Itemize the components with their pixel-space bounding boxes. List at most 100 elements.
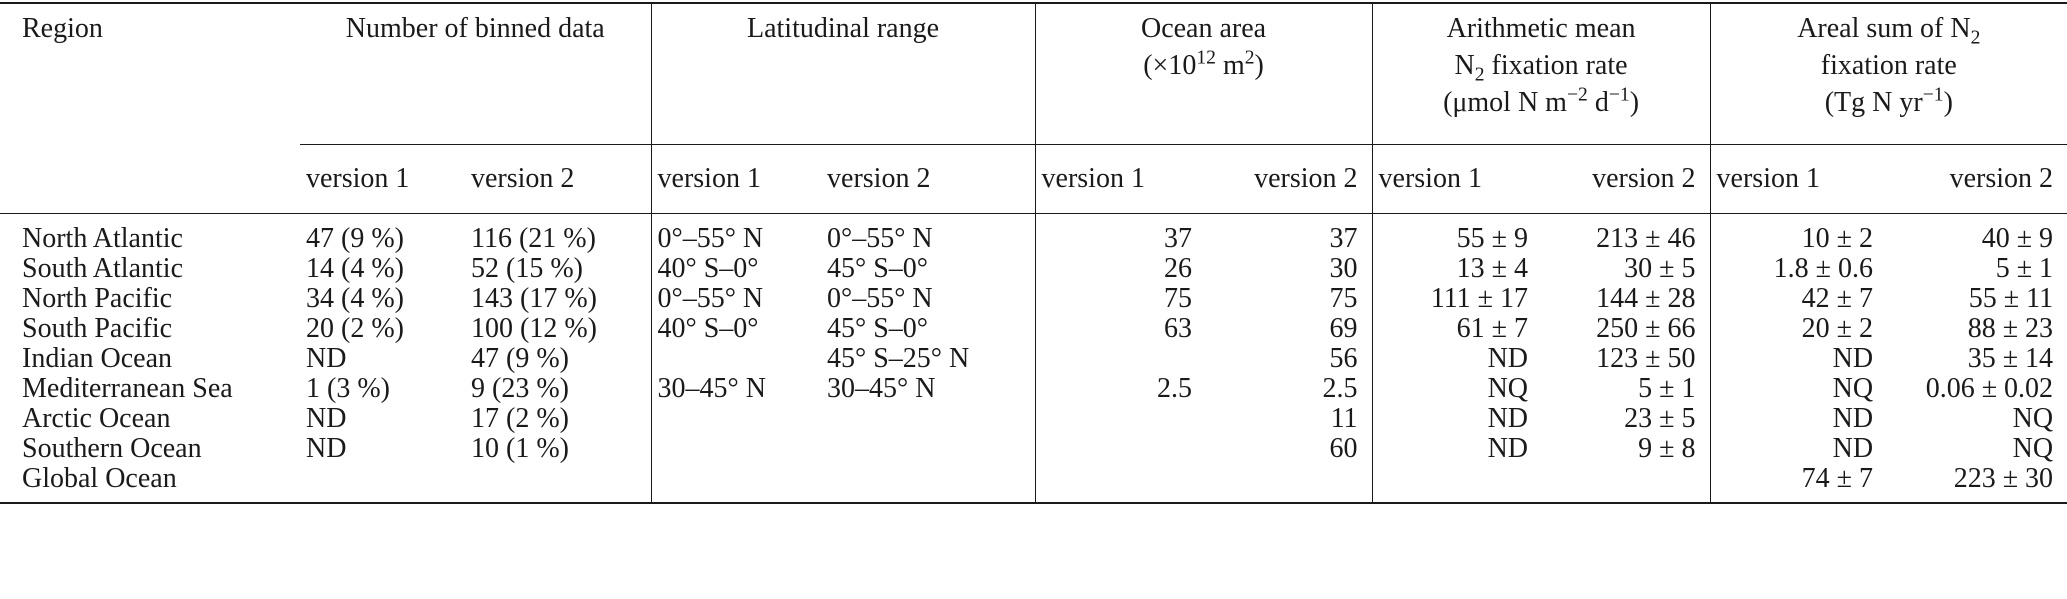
binned-v2-cell: 9 (23 %): [471, 372, 569, 404]
sum-v2-cell: 223 ± 30: [1887, 463, 2067, 504]
binned-v1-cell: 47 (9 %): [306, 222, 404, 254]
area-v1-cell: 2.5: [1034, 373, 1207, 404]
ocean-area-header-line1: Ocean area: [1140, 13, 1267, 44]
area-v2-cell: 56: [1329, 342, 1358, 374]
mean-header-line3: (μmol N m−2 d−1): [1443, 84, 1640, 118]
area-v1-cell: [1034, 403, 1207, 434]
binned-v1-cell: ND: [306, 342, 347, 374]
sum-v1-cell: NQ: [1709, 373, 1888, 404]
sum-header-line3: (Tg N yr−1): [1824, 84, 1953, 118]
area-v1-cell: [1034, 343, 1207, 374]
lat-v2-cell: 0°–55° N: [827, 222, 933, 254]
arithmetic-mean-header: Arithmetic mean N2 fixation rate (μmol N…: [1371, 2, 1711, 144]
mean-v2-cell: 30 ± 5: [1624, 252, 1696, 284]
table-row: South Atlantic 14 (4 %) 52 (15 %) 40° S–0° 4…: [0, 252, 2067, 284]
lat-v1-cell: 0°–55° N: [650, 213, 822, 254]
sum-v1-cell: 42 ± 7: [1709, 283, 1888, 314]
binned-v2-cell: 10 (1 %): [471, 432, 569, 464]
mean-v1-cell: 55 ± 9: [1371, 213, 1543, 254]
lat-v2-cell: 0°–55° N: [827, 282, 933, 314]
sum-header-line1: Areal sum of N2: [1797, 13, 1981, 49]
version-header-blank: [0, 144, 300, 213]
area-v2-cell: [1206, 463, 1373, 504]
sum-v2-cell: 0.06 ± 0.02: [1925, 372, 2054, 404]
sum-v1-cell: ND: [1709, 403, 1888, 434]
lat-v1-cell: 40° S–0°: [650, 253, 822, 284]
area-v1-cell: [1034, 463, 1207, 504]
area-v1-cell: [1034, 433, 1207, 464]
version-label: version 2: [821, 143, 1036, 213]
table-row: Mediterranean Sea 1 (3 %) 9 (23 %) 30–45° N…: [0, 372, 2067, 404]
lat-v2-cell: 45° S–0°: [827, 312, 928, 344]
binned-v1-cell: [300, 463, 465, 504]
binned-v2-cell: 17 (2 %): [471, 402, 569, 434]
region-cell: Global Ocean: [0, 463, 300, 504]
table-row: Arctic Ocean ND 17 (2 %) 11 ND 23 ± 5 ND NQ: [0, 402, 2067, 434]
mean-v2-cell: 5 ± 1: [1638, 372, 1696, 404]
area-v1-cell: 63: [1034, 313, 1207, 344]
binned-v1-cell: 34 (4 %): [306, 282, 404, 314]
version-label: version 1: [1709, 143, 1888, 213]
sum-v2-cell: 88 ± 23: [1967, 312, 2054, 344]
region-cell: South Atlantic: [22, 252, 183, 284]
version-label: version 1: [1371, 143, 1543, 213]
sum-v2-cell: 5 ± 1: [1995, 252, 2054, 284]
binned-v1-cell: 20 (2 %): [306, 312, 404, 344]
sum-v1-cell: 74 ± 7: [1709, 463, 1888, 504]
table-row: South Pacific 20 (2 %) 100 (12 %) 40° S–0° 4…: [0, 312, 2067, 344]
ocean-area-header: Ocean area (×1012 m2): [1034, 2, 1373, 144]
lat-v1-cell: [650, 463, 822, 504]
lat-v2-cell: 45° S–25° N: [827, 342, 970, 374]
latitudinal-range-header: Latitudinal range: [650, 2, 1036, 144]
sum-v2-cell: 35 ± 14: [1967, 342, 2054, 374]
sum-v1-cell: ND: [1709, 433, 1888, 464]
region-cell: Southern Ocean: [22, 432, 202, 464]
lat-v1-cell: 30–45° N: [650, 373, 822, 404]
area-v2-cell: 69: [1329, 312, 1358, 344]
sum-header-line2: fixation rate: [1820, 50, 1957, 81]
lat-v2-cell: [821, 434, 1035, 464]
region-header: Region: [0, 2, 300, 144]
sum-v2-cell: 40 ± 9: [1981, 222, 2054, 254]
mean-v1-cell: [1371, 463, 1543, 504]
sum-v1-cell: 10 ± 2: [1709, 213, 1888, 254]
mean-v2-cell: 144 ± 28: [1596, 282, 1696, 314]
version-label: version 1: [1034, 143, 1207, 213]
version-label: version 2: [1542, 143, 1711, 213]
binned-v2-cell: 100 (12 %): [471, 312, 597, 344]
version-header-row: version 1 version 2 version 1 version 2 …: [0, 143, 2067, 213]
lat-v2-cell: 45° S–0°: [827, 252, 928, 284]
binned-v1-cell: 14 (4 %): [306, 252, 404, 284]
mean-v2-cell: 123 ± 50: [1596, 342, 1696, 374]
region-cell: Arctic Ocean: [22, 402, 171, 434]
binned-v2-cell: 52 (15 %): [471, 252, 583, 284]
mean-v2-cell: 9 ± 8: [1638, 432, 1696, 464]
mean-v1-cell: ND: [1371, 403, 1543, 434]
table-row: Global Ocean 74 ± 7 223 ± 30: [0, 463, 2067, 504]
area-v1-cell: 26: [1034, 253, 1207, 284]
area-v1-cell: 37: [1034, 213, 1207, 254]
areal-sum-header: Areal sum of N2 fixation rate (Tg N yr−1…: [1709, 2, 2067, 144]
lat-v1-cell: [650, 433, 822, 464]
version-label: version 1: [300, 143, 465, 213]
binned-data-header: Number of binned data: [300, 2, 652, 144]
mean-v1-cell: NQ: [1371, 373, 1543, 404]
area-v2-cell: 75: [1329, 282, 1358, 314]
area-v2-cell: 11: [1330, 402, 1358, 434]
binned-v2-cell: 116 (21 %): [471, 222, 596, 254]
mean-v2-cell: [1542, 463, 1711, 504]
binned-v1-cell: ND: [306, 432, 347, 464]
lat-v1-cell: 0°–55° N: [650, 283, 822, 314]
area-v2-cell: 30: [1329, 252, 1358, 284]
mean-header-line2: N2 fixation rate: [1454, 50, 1628, 86]
version-label: version 2: [1206, 143, 1373, 213]
lat-v2-cell: [821, 463, 1036, 504]
area-v2-cell: 37: [1329, 222, 1358, 254]
mean-v1-cell: 13 ± 4: [1371, 253, 1543, 284]
region-cell: Indian Ocean: [22, 342, 173, 374]
version-label: version 2: [1887, 143, 2067, 213]
table-body: North Atlantic 47 (9 %) 116 (21 %) 0°–55° N…: [0, 213, 2067, 504]
mean-v1-cell: 111 ± 17: [1371, 283, 1543, 314]
mean-v2-cell: 250 ± 66: [1596, 312, 1696, 344]
